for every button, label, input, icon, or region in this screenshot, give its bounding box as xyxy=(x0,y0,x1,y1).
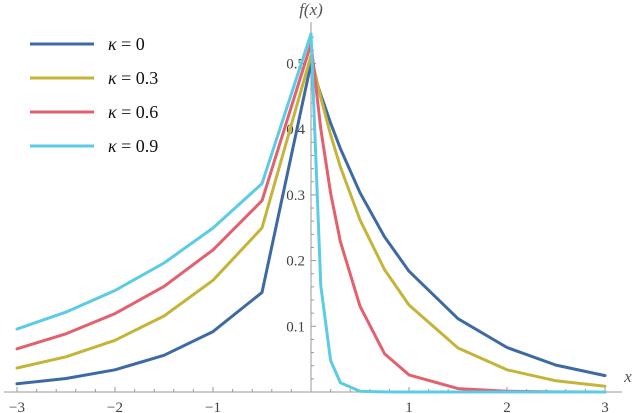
series-line-kappa-1-left xyxy=(15,54,313,370)
y-tick-label: 0.3 xyxy=(286,188,305,204)
x-tick-label: −2 xyxy=(107,400,123,413)
y-tick-label: 0.1 xyxy=(286,319,305,335)
series-line-kappa-1-right xyxy=(309,54,607,388)
x-tick-label: 3 xyxy=(601,400,609,413)
legend-label: κ = 0.3 xyxy=(108,68,158,88)
legend-label: κ = 0.9 xyxy=(108,136,158,156)
legend: κ = 0 κ = 0.3 κ = 0.6 κ = 0.9 xyxy=(30,34,158,156)
series-line-kappa-0-right xyxy=(309,62,607,378)
series-line-kappa-2-right xyxy=(309,42,607,394)
y-axis-title: f(x) xyxy=(299,0,323,19)
legend-label: κ = 0.6 xyxy=(108,102,158,122)
series-line-kappa-3-left xyxy=(15,32,313,331)
series-line-kappa-2-left xyxy=(15,42,313,351)
x-tick-label: 2 xyxy=(503,400,511,413)
series-line-kappa-0-left xyxy=(15,62,313,386)
series-line-kappa-3-right xyxy=(309,32,607,394)
y-tick-label: 0.2 xyxy=(286,254,305,270)
legend-label: κ = 0 xyxy=(108,34,145,54)
x-tick-label: 1 xyxy=(405,400,413,413)
x-axis-title: x xyxy=(623,367,632,386)
x-tick-label: −1 xyxy=(205,400,221,413)
series-layer xyxy=(15,32,607,394)
x-tick-label: −3 xyxy=(9,400,25,413)
